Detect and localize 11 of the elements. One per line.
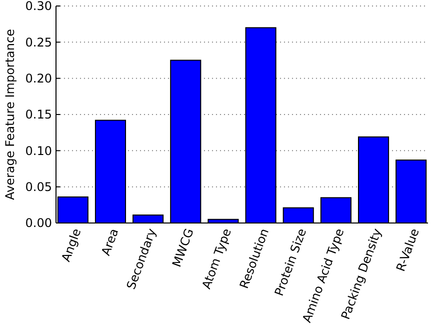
x-tick-label: Area bbox=[98, 226, 122, 258]
x-tick-label: Angle bbox=[58, 226, 84, 264]
y-axis-title: Average Feature Importance bbox=[3, 28, 17, 200]
x-tick-label: Atom Type bbox=[199, 226, 234, 291]
y-tick-label: 0.15 bbox=[25, 108, 52, 122]
y-tick-label: 0.10 bbox=[25, 144, 52, 158]
y-tick-label: 0.05 bbox=[25, 180, 52, 194]
y-tick-label: 0.20 bbox=[25, 72, 52, 86]
y-tick-label: 0.30 bbox=[25, 0, 52, 14]
y-tick-label: 0.25 bbox=[25, 35, 52, 50]
y-tick-label: 0.00 bbox=[25, 216, 52, 230]
